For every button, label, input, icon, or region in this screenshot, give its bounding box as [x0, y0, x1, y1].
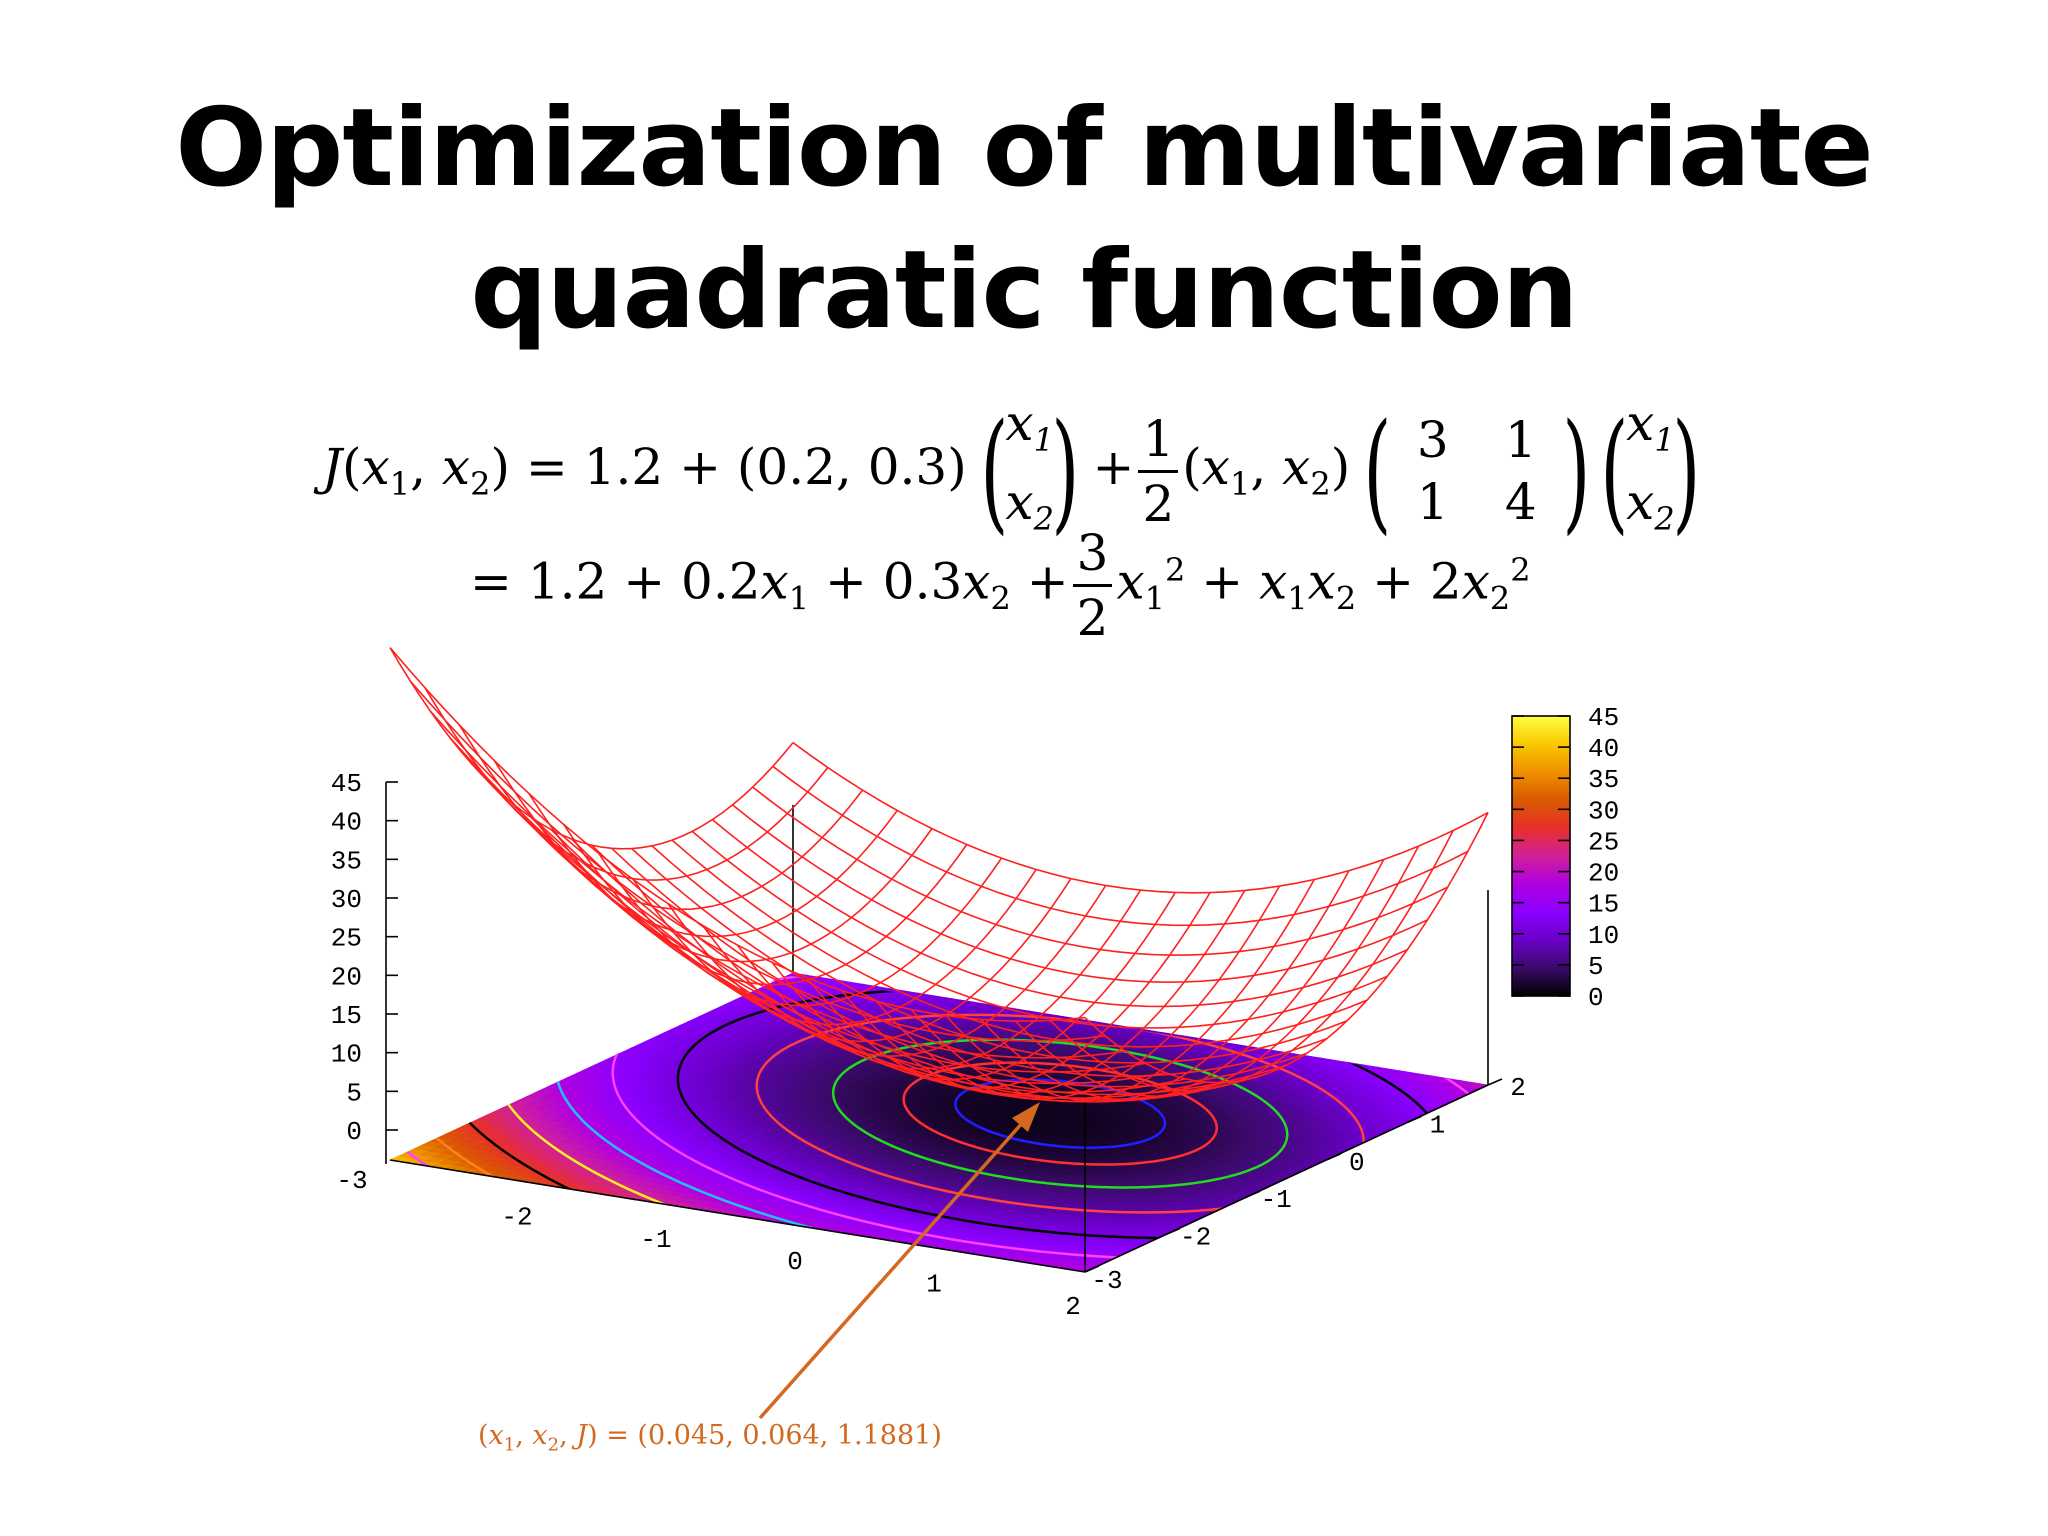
- mesh-line: [389, 647, 794, 850]
- z-tick-label: 40: [331, 808, 362, 838]
- mesh-line: [772, 765, 1469, 927]
- contour-line-2: [954, 1078, 1167, 1149]
- colorbar-tick-label: 30: [1588, 796, 1619, 826]
- colorbar-tick-label: 20: [1588, 859, 1619, 889]
- slide-title: Optimization of multivariate quadratic f…: [0, 78, 2048, 362]
- colorbar-gradient: [1511, 715, 1571, 997]
- mesh-line: [945, 870, 1350, 1103]
- eq-column-vector: x1 x2: [1005, 394, 1054, 538]
- x2-tick: [1084, 1265, 1100, 1273]
- z-tick-label: 30: [331, 885, 362, 915]
- mesh-line: [1014, 845, 1420, 1098]
- x1-tick-label: 2: [1065, 1292, 1081, 1322]
- x2-tick: [1245, 1190, 1261, 1198]
- minimum-arrow: [758, 1102, 1040, 1420]
- eq-constant: 1.2: [583, 438, 664, 496]
- eq-linear-coeffs: (0.2, 0.3): [736, 438, 967, 496]
- x2-tick: [1407, 1115, 1422, 1124]
- x2-tick-label: 2: [1510, 1073, 1526, 1103]
- z-tick-label: 20: [331, 962, 362, 992]
- contour-line-5: [831, 1038, 1289, 1189]
- x2-tick: [1487, 1078, 1503, 1086]
- mesh-line: [651, 845, 1348, 1064]
- mesh-line: [1049, 830, 1454, 1092]
- contour-line-12: [676, 987, 1444, 1240]
- x1-tick-label: -3: [336, 1166, 367, 1196]
- x1-tick-label: -1: [640, 1225, 671, 1255]
- x2-tick: [1326, 1153, 1342, 1161]
- colorbar-tick-label: 45: [1588, 703, 1619, 733]
- colorbar-tick-label: 0: [1588, 983, 1604, 1013]
- contour-floor: [388, 972, 1490, 1273]
- mesh-line: [458, 724, 864, 911]
- x1-tick-label: -2: [501, 1202, 532, 1232]
- colorbar-tick-label: 40: [1588, 734, 1619, 764]
- x2-tick-label: 0: [1349, 1148, 1365, 1178]
- colorbar-tick-label: 15: [1588, 890, 1619, 920]
- z-tick-label: 15: [331, 1001, 362, 1031]
- mesh-line: [409, 680, 1106, 1042]
- title-line-1: Optimization of multivariate: [175, 86, 1874, 211]
- minimum-arrow-shaft: [758, 1110, 1034, 1420]
- minimum-arrow-head: [1012, 1102, 1040, 1132]
- mesh-line: [732, 804, 1428, 983]
- z-tick-label: 0: [346, 1117, 362, 1147]
- surface-mesh: [389, 647, 1489, 1103]
- x1-axis: [389, 1159, 1086, 1273]
- title-line-2: quadratic function: [470, 228, 1578, 353]
- x2-tick-label: -1: [1261, 1185, 1292, 1215]
- z-tick-label: 35: [331, 846, 362, 876]
- mesh-line: [792, 741, 1489, 894]
- x2-tick-label: -3: [1091, 1266, 1122, 1296]
- mesh-line: [711, 818, 1408, 1008]
- colorbar-tick-label: 10: [1588, 921, 1619, 951]
- plot-axes: 0 5 10 15 20 25 30 35 40 45 -3 -2 -1 0 1 2 -3 -2 -1 0 1 2: [331, 769, 1526, 1322]
- mesh-line: [611, 847, 1307, 1088]
- mesh-line: [631, 848, 1328, 1077]
- z-tick-label: 25: [331, 924, 362, 954]
- x2-tick-label: 1: [1430, 1110, 1446, 1140]
- equation-line-1: J(x1, x2) = 1.2 + (0.2, 0.3) (x1 x2) +1 2(…: [322, 392, 1700, 550]
- mesh-line: [910, 879, 1315, 1103]
- colorbar-tick-label: 35: [1588, 765, 1619, 795]
- x2-tick-label: -2: [1180, 1223, 1211, 1253]
- mesh-line: [806, 892, 1211, 1089]
- mesh-line: [691, 830, 1388, 1029]
- x1-tick-label: 1: [926, 1270, 942, 1300]
- mesh-line: [1084, 812, 1489, 1084]
- x1-tick-label: 0: [787, 1247, 803, 1277]
- mesh-line: [980, 859, 1385, 1101]
- colorbar-tick-label: 5: [1588, 952, 1604, 982]
- x2-tick: [1165, 1227, 1180, 1236]
- mesh-line: [424, 687, 829, 881]
- mesh-line: [590, 844, 1287, 1096]
- minimum-annotation: (x1, x2, J) = (0.045, 0.064, 1.1881): [478, 1420, 942, 1456]
- mesh-line: [875, 885, 1281, 1100]
- contour-line-8: [755, 1013, 1365, 1214]
- mesh-line: [752, 786, 1449, 956]
- z-tick-label: 10: [331, 1040, 362, 1070]
- contour-line-3: [902, 1061, 1218, 1166]
- z-tick-label: 45: [331, 769, 362, 799]
- eq-column-vector-2: x1 x2: [1626, 394, 1675, 538]
- z-tick-label: 5: [346, 1078, 362, 1108]
- mesh-line: [671, 839, 1368, 1048]
- equation-line-2: = 1.2 + 0.2x1 + 0.3x2 +3 2 x12 + x1x2 + 2x…: [470, 522, 1531, 649]
- colorbar-tick-label: 25: [1588, 827, 1619, 857]
- mesh-line: [771, 892, 1176, 1081]
